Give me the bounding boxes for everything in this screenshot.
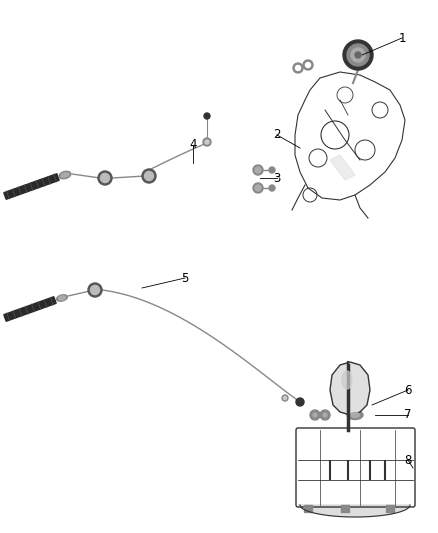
Ellipse shape (59, 296, 65, 300)
Circle shape (303, 60, 313, 70)
Circle shape (320, 410, 330, 420)
Circle shape (343, 40, 373, 70)
Circle shape (313, 413, 317, 417)
Circle shape (253, 165, 263, 175)
Circle shape (142, 169, 156, 183)
Circle shape (296, 66, 300, 70)
Circle shape (305, 62, 311, 68)
Circle shape (98, 171, 112, 185)
Circle shape (293, 63, 303, 73)
Circle shape (323, 413, 327, 417)
Polygon shape (330, 362, 370, 415)
Ellipse shape (57, 295, 67, 301)
Ellipse shape (61, 173, 69, 177)
Text: 8: 8 (404, 454, 412, 466)
Text: 7: 7 (404, 408, 412, 422)
Circle shape (283, 397, 286, 400)
Circle shape (255, 185, 261, 191)
Text: 5: 5 (181, 271, 189, 285)
Circle shape (255, 167, 261, 173)
Text: 2: 2 (273, 128, 281, 141)
Circle shape (205, 140, 209, 144)
Circle shape (100, 173, 110, 182)
Text: 3: 3 (273, 172, 281, 184)
Circle shape (269, 167, 275, 173)
Polygon shape (304, 505, 312, 512)
Circle shape (347, 44, 369, 66)
Circle shape (269, 185, 275, 191)
Circle shape (203, 138, 211, 146)
Circle shape (355, 52, 361, 58)
Circle shape (351, 48, 365, 62)
Text: 6: 6 (404, 384, 412, 397)
Text: 4: 4 (189, 139, 197, 151)
Circle shape (91, 286, 99, 295)
Ellipse shape (350, 413, 360, 417)
Polygon shape (298, 505, 410, 517)
Circle shape (88, 283, 102, 297)
Circle shape (253, 183, 263, 193)
Circle shape (204, 113, 210, 119)
Circle shape (282, 395, 288, 401)
Ellipse shape (342, 371, 352, 389)
Ellipse shape (347, 410, 363, 419)
Circle shape (310, 410, 320, 420)
Polygon shape (330, 155, 355, 180)
Polygon shape (386, 505, 394, 512)
Circle shape (145, 172, 154, 181)
Polygon shape (341, 505, 349, 512)
Circle shape (296, 398, 304, 406)
Bar (4, 174, 59, 199)
Ellipse shape (59, 171, 71, 179)
Bar (4, 297, 56, 321)
Text: 1: 1 (398, 31, 406, 44)
